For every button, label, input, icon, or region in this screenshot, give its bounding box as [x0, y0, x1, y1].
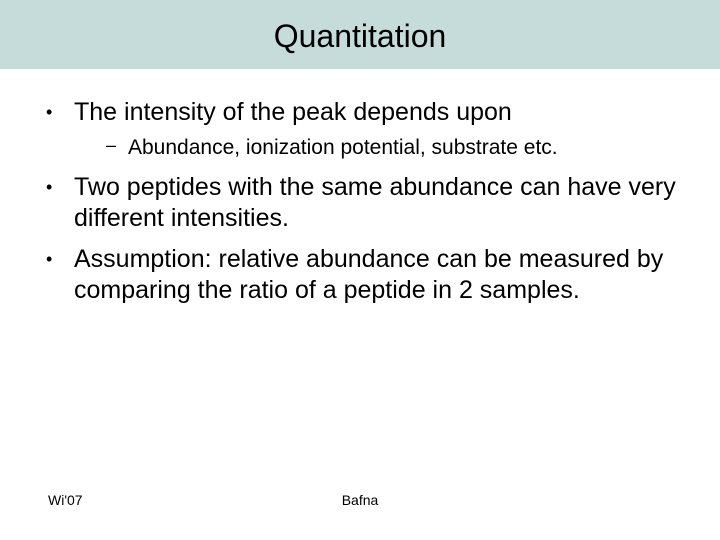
bullet-item: The intensity of the peak depends upon A… — [40, 97, 680, 162]
sub-bullet-item: Abundance, ionization potential, substra… — [106, 134, 680, 161]
slide: Quantitation The intensity of the peak d… — [0, 0, 720, 540]
bullet-item: Two peptides with the same abundance can… — [40, 172, 680, 235]
sub-bullet-text: Abundance, ionization potential, substra… — [128, 136, 558, 159]
slide-body: The intensity of the peak depends upon A… — [0, 69, 720, 307]
bullet-list: The intensity of the peak depends upon A… — [40, 97, 680, 307]
slide-title: Quantitation — [274, 18, 447, 54]
bullet-text: Assumption: relative abundance can be me… — [74, 245, 663, 304]
bullet-item: Assumption: relative abundance can be me… — [40, 244, 680, 307]
sub-bullet-list: Abundance, ionization potential, substra… — [74, 134, 680, 161]
bullet-text: The intensity of the peak depends upon — [74, 98, 512, 126]
footer-center: Bafna — [0, 492, 720, 508]
title-band: Quantitation — [0, 0, 720, 69]
bullet-text: Two peptides with the same abundance can… — [74, 173, 676, 232]
